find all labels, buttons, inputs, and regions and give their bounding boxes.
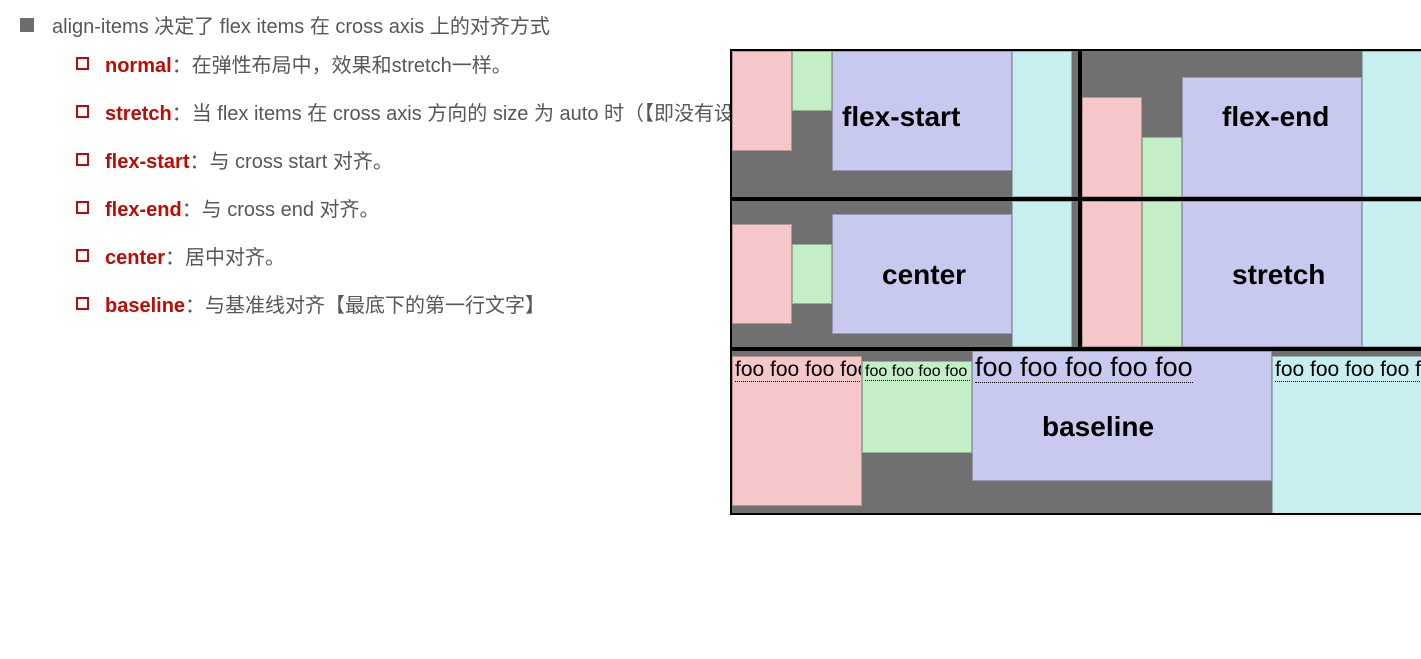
list-item-text: flex-start：与 cross start 对齐。 <box>105 145 393 179</box>
hollow-square-icon <box>76 153 89 166</box>
flex-item <box>1142 201 1182 347</box>
flex-item <box>1082 201 1142 347</box>
flex-item <box>732 224 792 324</box>
list-item-text: normal：在弹性布局中，效果和stretch一样。 <box>105 49 512 83</box>
list-item-text: baseline：与基准线对齐【最底下的第一行文字】 <box>105 289 545 323</box>
flex-item <box>1362 51 1421 197</box>
flex-item <box>1182 77 1362 197</box>
desc: ：与 cross end 对齐。 <box>182 199 380 221</box>
square-bullet-icon <box>20 18 34 32</box>
keyword: flex-end <box>105 199 182 221</box>
list-item: flex-start：与 cross start 对齐。 <box>76 145 710 179</box>
keyword: flex-start <box>105 151 189 173</box>
keyword: stretch <box>105 103 172 125</box>
left-column: normal：在弹性布局中，效果和stretch一样。 stretch：当 fl… <box>20 49 710 337</box>
flex-item <box>1362 201 1421 347</box>
list-item-text: flex-end：与 cross end 对齐。 <box>105 193 380 227</box>
desc: ：与基准线对齐【最底下的第一行文字】 <box>185 295 545 317</box>
desc: ：在弹性布局中，效果和stretch一样。 <box>172 55 512 77</box>
flex-item <box>1082 97 1142 197</box>
flex-item <box>792 244 832 304</box>
flex-item: foo foo foo foo foo <box>732 356 862 506</box>
baseline-sample-text: foo foo foo foo foo <box>865 363 972 381</box>
flex-item: foo foo foo foo foo <box>862 361 972 453</box>
hollow-square-icon <box>76 249 89 262</box>
flex-item <box>1142 137 1182 197</box>
list-item: baseline：与基准线对齐【最底下的第一行文字】 <box>76 289 710 323</box>
panel-label: baseline <box>1042 411 1154 443</box>
desc: ：与 cross start 对齐。 <box>189 151 392 173</box>
keyword: center <box>105 247 165 269</box>
flex-item <box>792 51 832 111</box>
baseline-sample-text: foo foo foo foo foo <box>735 358 862 382</box>
hollow-square-icon <box>76 105 89 118</box>
panel-label: flex-end <box>1222 101 1329 133</box>
panel-flex-end: flex-end <box>1080 49 1421 199</box>
hollow-square-icon <box>76 201 89 214</box>
panel-stretch: stretch <box>1080 199 1421 349</box>
baseline-sample-text: foo foo foo foo foo <box>975 352 1193 383</box>
flex-item <box>1012 51 1072 197</box>
panel-center: center <box>730 199 1080 349</box>
desc: ：居中对齐。 <box>165 247 285 269</box>
list-item: flex-end：与 cross end 对齐。 <box>76 193 710 227</box>
heading-text: align-items 决定了 flex items 在 cross axis … <box>52 10 550 39</box>
flex-item <box>1012 201 1072 347</box>
content-wrap: normal：在弹性布局中，效果和stretch一样。 stretch：当 fl… <box>20 49 1401 515</box>
diagram-grid: flex-start flex-end center <box>730 49 1421 515</box>
baseline-sample-text: foo foo foo foo foo <box>1275 358 1421 382</box>
heading-row: align-items 决定了 flex items 在 cross axis … <box>20 10 1401 39</box>
flex-item: foo foo foo foo foo <box>1272 356 1421 515</box>
list-item-text: center：居中对齐。 <box>105 241 285 275</box>
list-item: center：居中对齐。 <box>76 241 710 275</box>
panel-label: center <box>882 259 966 291</box>
hollow-square-icon <box>76 297 89 310</box>
panel-flex-start: flex-start <box>730 49 1080 199</box>
list-item: normal：在弹性布局中，效果和stretch一样。 <box>76 49 710 83</box>
panel-baseline: baseline foo foo foo foo foo foo foo foo… <box>730 349 1421 515</box>
align-items-diagram: flex-start flex-end center <box>730 49 1421 515</box>
panel-label: stretch <box>1232 259 1325 291</box>
keyword: normal <box>105 55 172 77</box>
hollow-square-icon <box>76 57 89 70</box>
flex-item <box>732 51 792 151</box>
keyword: baseline <box>105 295 185 317</box>
panel-label: flex-start <box>842 101 960 133</box>
